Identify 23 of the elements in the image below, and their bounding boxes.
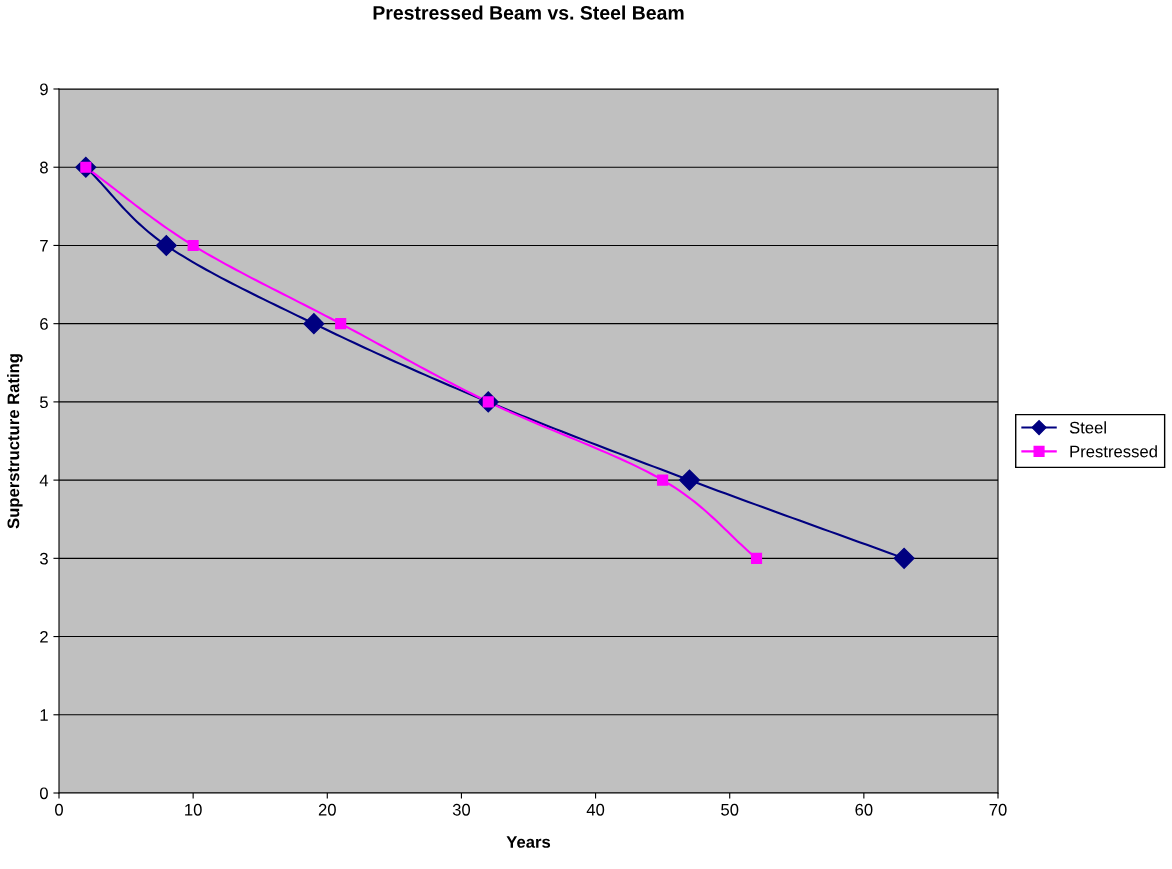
y-tick-label: 9 xyxy=(40,83,48,96)
x-tick-label: 0 xyxy=(55,803,63,816)
x-tick-label: 40 xyxy=(586,803,605,816)
y-tick-label: 8 xyxy=(40,161,48,174)
y-tick-label: 0 xyxy=(39,787,48,800)
y-tick-label: 7 xyxy=(40,240,48,252)
y-axis-title: Superstructure Rating xyxy=(7,354,23,529)
y-tick-label: 3 xyxy=(39,552,48,565)
legend-label: Steel xyxy=(1069,421,1106,434)
y-tick-label: 4 xyxy=(39,474,49,487)
y-tick-label: 5 xyxy=(39,396,48,409)
x-tick-label: 70 xyxy=(989,803,1007,816)
x-axis-title: Years xyxy=(506,836,551,848)
y-tick-label: 1 xyxy=(40,709,48,721)
y-tick-label: 6 xyxy=(40,318,48,330)
y-tick-label: 2 xyxy=(40,630,48,643)
x-tick-label: 10 xyxy=(185,803,202,816)
legend-label: Prestressed xyxy=(1070,445,1157,458)
x-tick-label: 60 xyxy=(855,803,873,816)
x-tick-label: 50 xyxy=(721,803,739,816)
x-tick-label: 30 xyxy=(452,803,471,816)
x-tick-label: 20 xyxy=(318,803,336,816)
chart-title: Prestressed Beam vs. Steel Beam xyxy=(373,5,684,20)
